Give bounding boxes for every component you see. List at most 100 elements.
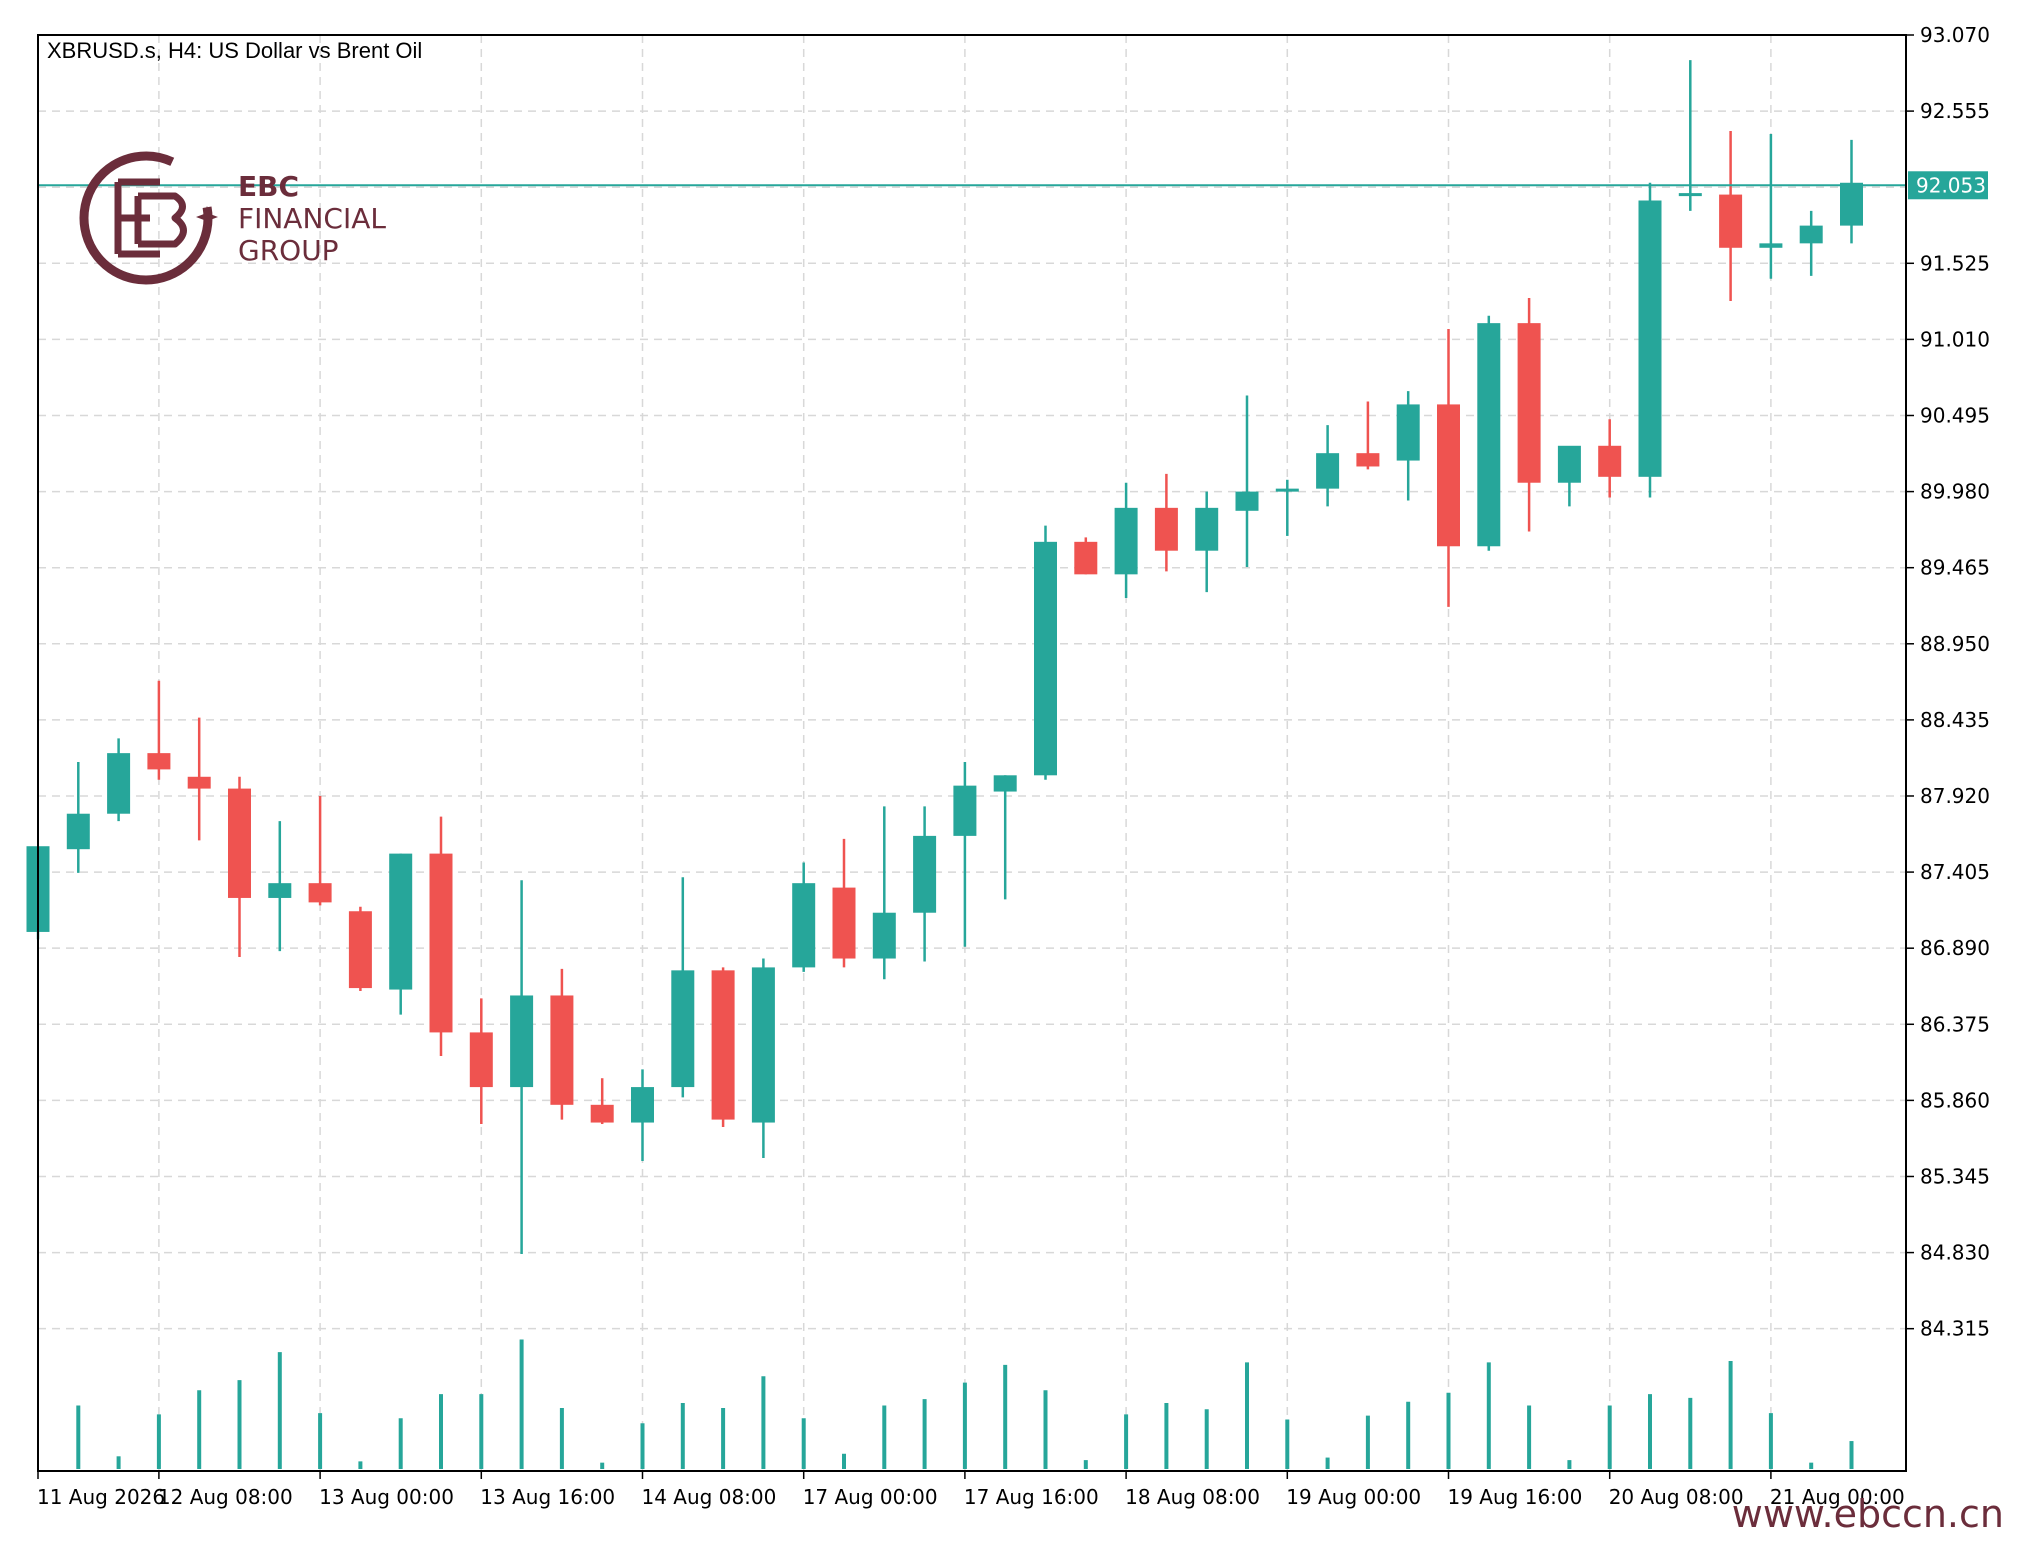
current-price-label: 92.053 xyxy=(1916,173,1986,197)
candle xyxy=(631,1069,654,1161)
time-tick-label: 11 Aug 2026 xyxy=(37,1485,165,1509)
time-tick-label: 18 Aug 08:00 xyxy=(1125,1485,1260,1509)
candle-body xyxy=(510,995,534,1088)
candle xyxy=(268,821,292,952)
candle-body xyxy=(671,970,695,1088)
candle-body xyxy=(1275,488,1299,492)
candle xyxy=(913,806,937,962)
candle xyxy=(1598,419,1622,498)
candle-body xyxy=(1074,541,1098,575)
candle xyxy=(147,680,171,780)
price-tick-label: 92.555 xyxy=(1920,99,1990,123)
candle-body xyxy=(1034,541,1057,776)
candle-body xyxy=(1799,225,1823,244)
candle-body xyxy=(1840,182,1863,226)
candle-body xyxy=(1638,200,1662,477)
candle-body xyxy=(590,1104,614,1123)
candle-body xyxy=(550,995,574,1105)
candle xyxy=(1034,525,1057,780)
candle xyxy=(1195,491,1219,593)
candle-body xyxy=(308,883,332,903)
candle-body xyxy=(348,911,372,989)
candle xyxy=(711,967,735,1127)
candle xyxy=(1316,425,1340,507)
candle-body xyxy=(1316,453,1340,489)
candle-body xyxy=(711,970,735,1120)
candle xyxy=(1759,134,1783,279)
candle xyxy=(1840,139,1863,244)
time-tick-label: 17 Aug 00:00 xyxy=(803,1485,938,1509)
candle xyxy=(389,853,413,1015)
candles xyxy=(26,60,1863,1255)
logo-monogram xyxy=(114,178,187,258)
candle-body xyxy=(1517,323,1541,483)
time-tick-label: 13 Aug 16:00 xyxy=(480,1485,615,1509)
candle-body xyxy=(1356,453,1380,467)
candle-body xyxy=(872,912,896,959)
candle-body xyxy=(832,887,856,959)
candle xyxy=(1719,131,1743,301)
candle-body xyxy=(187,776,211,789)
plot-border xyxy=(37,34,1907,1472)
candle xyxy=(187,717,211,841)
chart-title: XBRUSD.s, H4: US Dollar vs Brent Oil xyxy=(47,38,422,63)
candle xyxy=(1114,482,1138,598)
candle xyxy=(1154,473,1178,572)
candle xyxy=(107,738,131,822)
price-tick-label: 87.920 xyxy=(1920,784,1990,808)
candle-body xyxy=(429,853,453,1033)
price-tick-label: 85.860 xyxy=(1920,1088,1990,1112)
logo-text-financial: FINANCIAL xyxy=(238,202,386,235)
logo-text-ebc: EBC xyxy=(238,170,299,203)
candle xyxy=(1275,479,1299,536)
candle-body xyxy=(268,883,292,898)
candle xyxy=(1557,445,1581,507)
candle xyxy=(671,877,695,1098)
candle xyxy=(751,958,775,1159)
candle xyxy=(1235,395,1259,567)
candle xyxy=(1074,537,1098,575)
candle-body xyxy=(631,1087,654,1123)
price-tick-label: 89.465 xyxy=(1920,556,1990,580)
candle xyxy=(469,998,493,1125)
candle xyxy=(1799,210,1823,276)
time-tick-label: 21 Aug 00:00 xyxy=(1770,1485,1905,1509)
candle xyxy=(1356,401,1380,470)
price-tick-label: 88.950 xyxy=(1920,632,1990,656)
candle-body xyxy=(469,1032,493,1088)
price-tick-label: 85.345 xyxy=(1920,1164,1990,1188)
candle xyxy=(510,880,534,1255)
time-tick-label: 20 Aug 08:00 xyxy=(1609,1485,1744,1509)
candle-body xyxy=(1114,507,1138,575)
price-tick-label: 91.525 xyxy=(1920,251,1990,275)
candle-body xyxy=(107,753,131,814)
time-tick-label: 13 Aug 00:00 xyxy=(319,1485,454,1509)
time-tick-label: 19 Aug 00:00 xyxy=(1286,1485,1421,1509)
candle xyxy=(953,762,977,947)
website-url: www.ebccn.cn xyxy=(1731,1492,2004,1536)
price-tick-label: 87.405 xyxy=(1920,860,1990,884)
candle xyxy=(429,816,453,1057)
candle xyxy=(1437,329,1460,607)
candle-body xyxy=(1396,404,1420,461)
price-tick-label: 91.010 xyxy=(1920,327,1990,351)
price-axis: 93.070 92.555 91.525 91.010 90.495 89.980 89.4… xyxy=(1906,23,1990,1341)
candle-body xyxy=(1235,491,1259,511)
candle xyxy=(550,968,574,1120)
price-tick-label: 88.435 xyxy=(1920,708,1990,732)
candle xyxy=(792,862,816,972)
volume-bars xyxy=(76,1339,1854,1469)
candle-body xyxy=(1195,507,1219,551)
price-tick-label: 84.830 xyxy=(1920,1241,1990,1265)
price-tick-label: 84.315 xyxy=(1920,1317,1990,1341)
candle-body xyxy=(953,785,977,836)
candle xyxy=(1638,182,1662,498)
candle-body xyxy=(228,788,251,898)
time-tick-label: 17 Aug 16:00 xyxy=(964,1485,1099,1509)
candle-body xyxy=(1557,445,1581,483)
candle xyxy=(1517,298,1541,532)
candle-body xyxy=(1719,194,1743,248)
candle-body xyxy=(1678,193,1702,197)
